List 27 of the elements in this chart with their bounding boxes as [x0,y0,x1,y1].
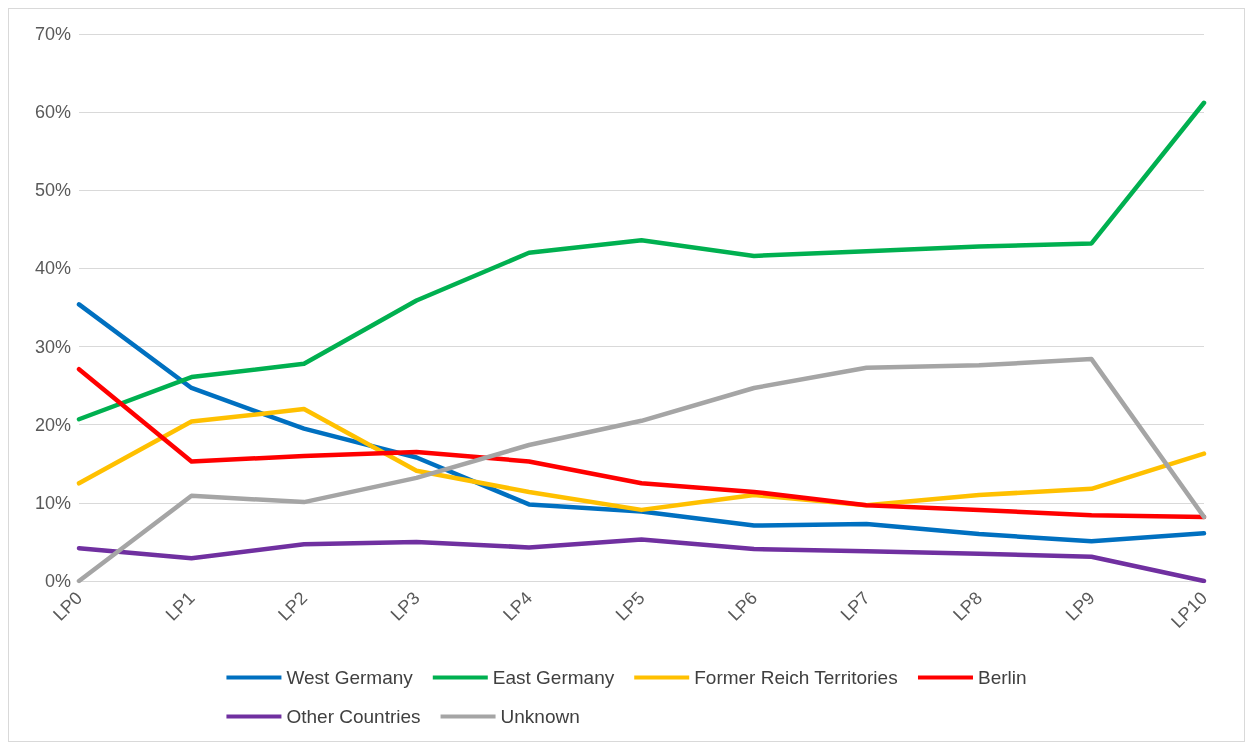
x-tick-label: LP6 [724,587,762,625]
legend-label: East Germany [492,667,615,688]
line-series [76,302,1207,544]
x-tick-label: LP8 [949,587,987,625]
legend-label: Unknown [500,706,580,727]
y-tick-label: 50% [34,180,71,201]
y-tick-label: 10% [34,492,71,513]
x-tick-label: LP3 [386,587,424,625]
y-tick-label: 60% [34,102,71,123]
y-tick-label: 20% [34,414,71,435]
legend-label: West Germany [286,667,414,688]
x-tick-label: LP9 [1061,587,1099,625]
x-tick-label: LP2 [274,587,312,625]
legend-label: Berlin [977,667,1027,688]
legend-label: Other Countries [286,706,421,727]
line-series [76,100,1207,422]
x-tick-label: LP7 [836,587,874,625]
y-tick-label: 70% [34,24,71,44]
x-tick-label: LP5 [611,587,649,625]
line-series [76,406,1207,513]
y-tick-label: 30% [34,336,71,357]
line-series [76,356,1207,584]
x-tick-label: LP4 [499,587,537,625]
y-tick-label: 40% [34,258,71,279]
line-series [76,537,1207,584]
legend-label: Former Reich Territories [694,667,898,688]
x-tick-label: LP1 [161,587,199,625]
